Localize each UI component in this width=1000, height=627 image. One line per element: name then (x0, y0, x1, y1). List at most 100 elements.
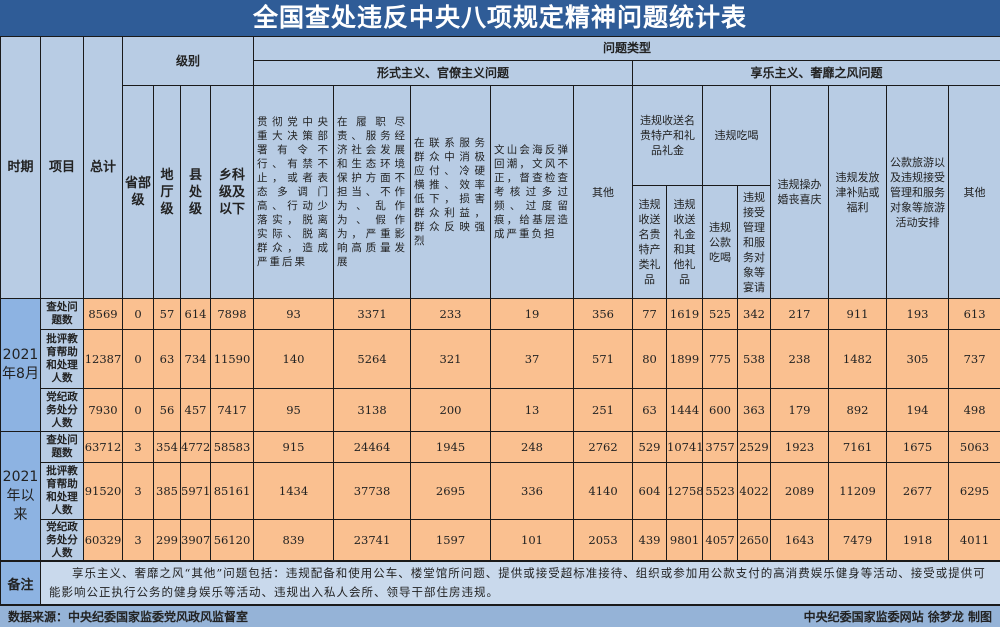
value-cell: 1675 (887, 432, 949, 463)
value-cell: 3 (123, 520, 154, 561)
value-cell: 10741 (667, 432, 703, 463)
value-cell: 3371 (334, 299, 411, 330)
value-cell: 4022 (738, 463, 771, 520)
value-cell: 248 (491, 432, 574, 463)
value-cell: 7479 (829, 520, 887, 561)
header-level-township: 乡科级及以下 (211, 86, 254, 299)
value-cell: 1482 (829, 330, 887, 389)
value-cell: 915 (254, 432, 334, 463)
value-cell: 2695 (411, 463, 491, 520)
item-cell: 批评教育帮助和处理人数 (41, 463, 84, 520)
value-cell: 80 (633, 330, 667, 389)
value-cell: 95 (254, 389, 334, 432)
value-cell: 5971 (181, 463, 211, 520)
value-cell: 498 (949, 389, 1000, 432)
value-cell: 101 (491, 520, 574, 561)
value-cell: 4011 (949, 520, 1000, 561)
item-cell: 批评教育帮助和处理人数 (41, 330, 84, 389)
value-cell: 12387 (84, 330, 123, 389)
value-cell: 385 (154, 463, 181, 520)
value-cell: 2762 (574, 432, 633, 463)
value-cell: 1899 (667, 330, 703, 389)
value-cell: 2650 (738, 520, 771, 561)
value-cell: 1923 (771, 432, 829, 463)
value-cell: 911 (829, 299, 887, 330)
value-cell: 600 (703, 389, 738, 432)
value-cell: 57 (154, 299, 181, 330)
header-travel: 公款旅游以及违规接受管理和服务对象等旅游活动安排 (887, 86, 949, 299)
value-cell: 439 (633, 520, 667, 561)
header-dining-banquet: 违规接受管理和服务对象等宴请 (738, 186, 771, 299)
value-cell: 2529 (738, 432, 771, 463)
value-cell: 8569 (84, 299, 123, 330)
item-cell: 党纪政务处分人数 (41, 389, 84, 432)
value-cell: 299 (154, 520, 181, 561)
value-cell: 5063 (949, 432, 1000, 463)
value-cell: 613 (949, 299, 1000, 330)
value-cell: 13 (491, 389, 574, 432)
item-cell: 查处问题数 (41, 299, 84, 330)
value-cell: 233 (411, 299, 491, 330)
header-period: 时期 (1, 37, 41, 299)
stats-table: 时期 项目 总计 级别 问题类型 形式主义、官僚主义问题 享乐主义、奢靡之风问题… (0, 36, 1000, 561)
value-cell: 457 (181, 389, 211, 432)
value-cell: 342 (738, 299, 771, 330)
value-cell: 0 (123, 389, 154, 432)
value-cell: 63712 (84, 432, 123, 463)
value-cell: 91520 (84, 463, 123, 520)
value-cell: 3 (123, 463, 154, 520)
value-cell: 775 (703, 330, 738, 389)
value-cell: 140 (254, 330, 334, 389)
footer: 数据来源：中央纪委国家监委党风政风监督室 中央纪委国家监委网站 徐梦龙 制图 (0, 605, 1000, 627)
header-gift-specialty: 违规收送名贵特产类礼品 (633, 186, 667, 299)
value-cell: 1643 (771, 520, 829, 561)
header-total: 总计 (84, 37, 123, 299)
value-cell: 354 (154, 432, 181, 463)
item-cell: 查处问题数 (41, 432, 84, 463)
value-cell: 238 (771, 330, 829, 389)
header-formalism-3: 在联系服务群众中消极应付、冷硬横推、效率低下，损害群众利益，群众反映强烈 (411, 86, 491, 299)
value-cell: 356 (574, 299, 633, 330)
value-cell: 24464 (334, 432, 411, 463)
value-cell: 1444 (667, 389, 703, 432)
header-allowance: 违规发放津补贴或福利 (829, 86, 887, 299)
value-cell: 3138 (334, 389, 411, 432)
note-table: 备注 享乐主义、奢靡之风“其他”问题包括：违规配备和使用公车、楼堂馆所问题、提供… (0, 561, 1000, 605)
value-cell: 3 (123, 432, 154, 463)
value-cell: 321 (411, 330, 491, 389)
value-cell: 305 (887, 330, 949, 389)
period-cell: 2021年以来 (1, 432, 41, 561)
value-cell: 11209 (829, 463, 887, 520)
header-formalism: 形式主义、官僚主义问题 (254, 61, 633, 86)
header-level: 级别 (123, 37, 254, 86)
value-cell: 37 (491, 330, 574, 389)
item-cell: 党纪政务处分人数 (41, 520, 84, 561)
value-cell: 7898 (211, 299, 254, 330)
header-formalism-4: 文山会海反弹回潮，文风不正，督查检查考核过多过频、过度留痕，给基层造成严重负担 (491, 86, 574, 299)
value-cell: 7930 (84, 389, 123, 432)
header-level-prefecture: 地厅级 (154, 86, 181, 299)
value-cell: 11590 (211, 330, 254, 389)
value-cell: 12758 (667, 463, 703, 520)
value-cell: 2089 (771, 463, 829, 520)
value-cell: 58583 (211, 432, 254, 463)
value-cell: 56120 (211, 520, 254, 561)
value-cell: 2053 (574, 520, 633, 561)
value-cell: 19 (491, 299, 574, 330)
header-level-province: 省部级 (123, 86, 154, 299)
value-cell: 538 (738, 330, 771, 389)
header-dining-public: 违规公款吃喝 (703, 186, 738, 299)
value-cell: 525 (703, 299, 738, 330)
credit: 中央纪委国家监委网站 徐梦龙 制图 (804, 608, 992, 625)
header-item: 项目 (41, 37, 84, 299)
value-cell: 892 (829, 389, 887, 432)
value-cell: 1434 (254, 463, 334, 520)
value-cell: 5523 (703, 463, 738, 520)
page-title: 全国查处违反中央八项规定精神问题统计表 (0, 0, 1000, 36)
value-cell: 4057 (703, 520, 738, 561)
value-cell: 2677 (887, 463, 949, 520)
